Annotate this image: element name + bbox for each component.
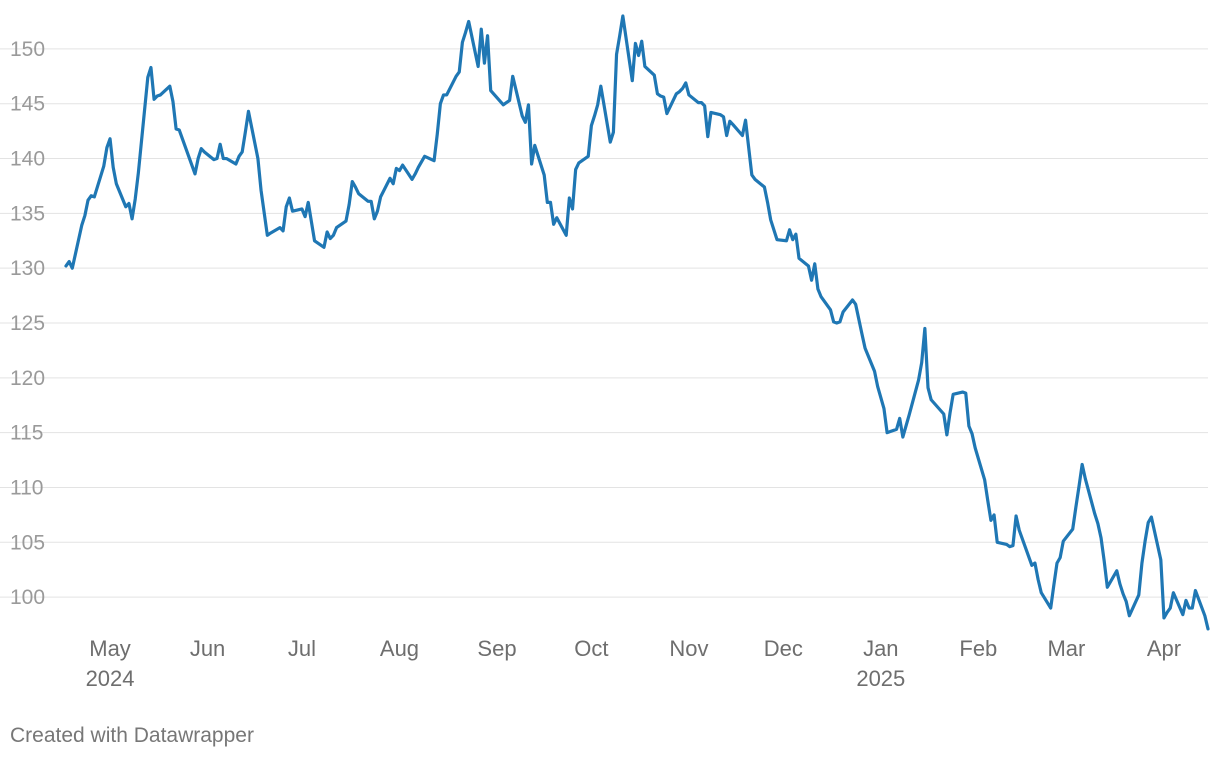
y-tick-label: 130	[10, 257, 45, 280]
x-tick-year-label: 2025	[856, 666, 905, 691]
y-tick-label: 100	[10, 586, 45, 609]
x-tick-label: Aug	[380, 636, 419, 661]
y-tick-label: 135	[10, 202, 45, 225]
x-tick-label: Nov	[669, 636, 708, 661]
x-tick-label: May	[89, 636, 131, 661]
x-tick-label: Dec	[764, 636, 803, 661]
x-tick-label: Jun	[190, 636, 225, 661]
x-tick-label: Oct	[574, 636, 608, 661]
x-tick-label: Apr	[1147, 636, 1181, 661]
y-tick-label: 120	[10, 367, 45, 390]
y-tick-label: 125	[10, 312, 45, 335]
y-tick-label: 150	[10, 38, 45, 61]
y-tick-label: 115	[10, 422, 43, 445]
x-axis: May 2024 Jun Jul Aug Sep Oct Nov Dec Jan 2025 Feb Ma…	[86, 636, 1182, 691]
y-tick-label: 140	[10, 148, 45, 171]
y-tick-label: 105	[10, 531, 45, 554]
credit-text: Created with Datawrapper	[10, 724, 254, 747]
x-tick-label: Feb	[959, 636, 997, 661]
gridlines	[0, 48, 1208, 598]
series-line	[64, 14, 1210, 631]
x-tick-label: Mar	[1047, 636, 1085, 661]
x-tick-label: Sep	[477, 636, 516, 661]
x-tick-label: Jan	[863, 636, 898, 661]
x-tick-label: Jul	[288, 636, 316, 661]
y-tick-label: 145	[10, 93, 45, 116]
x-tick-year-label: 2024	[86, 666, 135, 691]
y-tick-label: 110	[10, 476, 43, 499]
plot-area	[64, 14, 1210, 631]
y-axis: 100 105 110 115 120 125 130 135 140 145 150	[10, 38, 45, 609]
